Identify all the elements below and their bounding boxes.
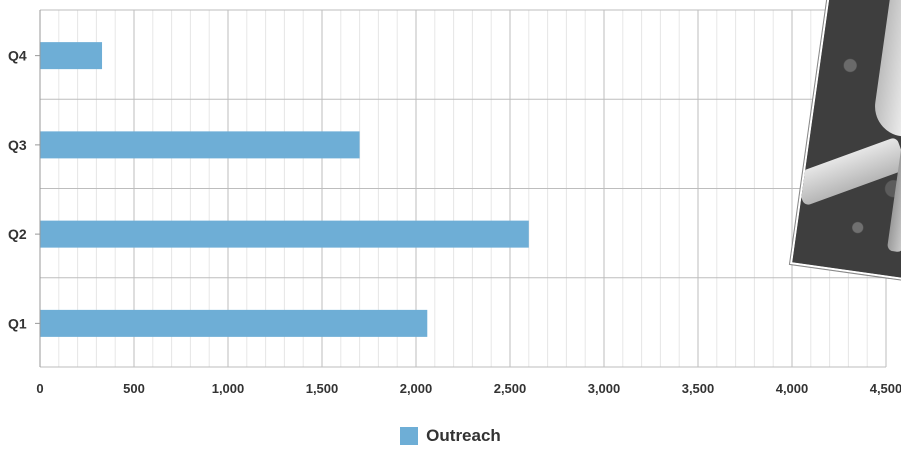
x-tick-label: 500	[123, 381, 145, 396]
bars	[40, 42, 529, 337]
legend: Outreach	[0, 426, 901, 446]
x-tick-label: 3,500	[682, 381, 715, 396]
x-tick-label: 3,000	[588, 381, 621, 396]
x-tick-label: 4,000	[776, 381, 809, 396]
major-gridlines	[39, 9, 887, 368]
bar-q2	[40, 220, 529, 248]
x-tick-label: 1,000	[212, 381, 245, 396]
category-labels: Q4 Q3 Q2 Q1	[8, 48, 40, 331]
legend-label: Outreach	[426, 426, 501, 445]
bar-q1	[40, 309, 428, 337]
category-label: Q1	[8, 315, 27, 331]
legend-swatch	[400, 427, 419, 445]
x-tick-label: 2,000	[400, 381, 433, 396]
category-label: Q3	[8, 137, 27, 153]
x-tick-label: 0	[36, 381, 43, 396]
x-tick-labels: 0 500 1,000 1,500 2,000 2,500 3,000 3,500 4,000 4…	[36, 381, 901, 396]
bar-q4	[40, 42, 103, 70]
bar-q3	[40, 131, 360, 159]
x-tick-label: 1,500	[306, 381, 339, 396]
x-tick-label: 2,500	[494, 381, 527, 396]
category-label: Q2	[8, 226, 27, 242]
x-tick-label: 4,500	[870, 381, 901, 396]
category-label: Q4	[8, 48, 27, 64]
